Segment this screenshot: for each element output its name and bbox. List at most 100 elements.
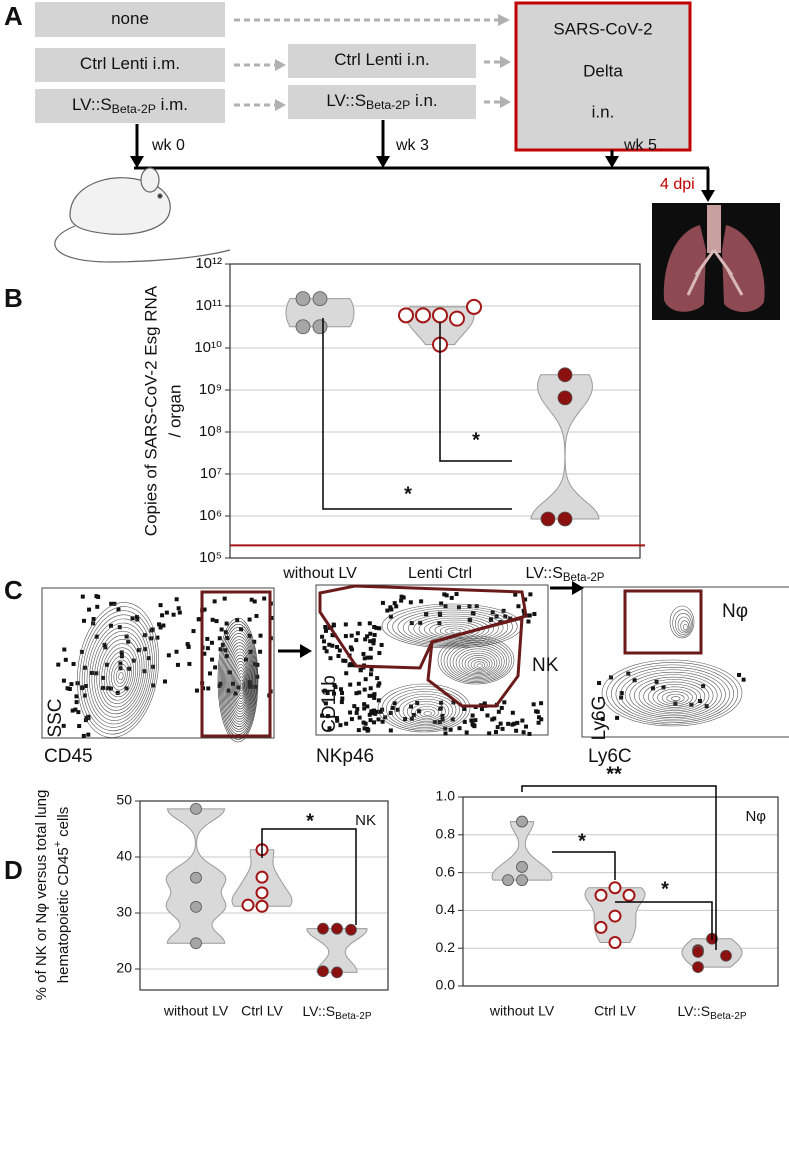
event-dot (334, 716, 339, 721)
event-dot (142, 669, 147, 674)
event-dot (109, 601, 114, 606)
event-dot (367, 621, 372, 626)
event-dot (79, 649, 84, 654)
event-dot (175, 662, 180, 667)
data-point (255, 886, 269, 900)
event-dot (340, 691, 345, 696)
data-point (312, 319, 328, 335)
significance-bracket (615, 901, 713, 940)
chart-title: NK (355, 812, 376, 829)
event-dot (531, 702, 536, 707)
y-axis-label: % of NK or Nφ versus total lung (33, 790, 50, 1001)
event-dot (380, 600, 385, 605)
event-dot (388, 614, 393, 619)
event-dot (341, 658, 346, 663)
event-dot (366, 655, 371, 660)
contour (450, 629, 462, 634)
event-dot (362, 656, 367, 661)
event-dot (191, 629, 196, 634)
event-dot (218, 681, 223, 686)
y-tick-label: 0.0 (436, 977, 456, 993)
event-dot (372, 632, 377, 637)
data-point (608, 909, 622, 923)
contour (610, 664, 735, 723)
event-dot (327, 726, 332, 731)
event-dot (368, 686, 373, 691)
event-dot (392, 701, 397, 706)
y-tick-label: 10⁶ (199, 507, 222, 524)
text-part: none (111, 9, 149, 28)
event-dot (377, 681, 382, 686)
event-dot (539, 717, 544, 722)
group-label: LV::SBeta-2P i.m. (72, 95, 188, 116)
event-dot (390, 705, 395, 710)
contour (81, 610, 155, 732)
event-dot (479, 707, 484, 712)
event-dot (217, 636, 222, 641)
event-dot (87, 607, 92, 612)
contour (423, 711, 432, 716)
text-part: Ctrl Lenti i.m. (80, 54, 180, 73)
plot-frame (229, 263, 641, 559)
x-tick-label: Lenti Ctrl (408, 565, 472, 582)
event-dot (356, 728, 361, 733)
event-dot (174, 597, 179, 602)
contour (108, 655, 132, 694)
arrow-head (376, 156, 390, 168)
arrow-head (275, 59, 286, 71)
event-dot (473, 718, 478, 723)
event-dot (411, 712, 416, 717)
event-dot (438, 706, 443, 711)
contour (411, 703, 443, 721)
event-dot (399, 594, 404, 599)
endpoint-label: 4 dpi (660, 176, 695, 193)
group-label: Ctrl Lenti i.n. (334, 50, 429, 69)
event-dot (368, 655, 373, 660)
event-dot (136, 648, 141, 653)
contour (476, 663, 483, 668)
event-dot (388, 605, 393, 610)
event-dot (536, 720, 541, 725)
group-box (35, 48, 225, 82)
arrow-head (130, 156, 144, 168)
lung-illustration (652, 203, 780, 320)
contour (671, 696, 681, 701)
text-part: LV::S (677, 1003, 710, 1019)
event-dot (164, 610, 169, 615)
y-tick-label: 1.0 (436, 788, 456, 804)
event-dot (124, 634, 129, 639)
event-dot (408, 600, 413, 605)
event-dot (330, 643, 335, 648)
event-dot (324, 649, 329, 654)
event-dot (320, 713, 325, 718)
event-dot (82, 665, 87, 670)
y-tick-label: 10⁸ (199, 423, 222, 440)
event-dot (119, 654, 124, 659)
data-point (720, 949, 732, 962)
contour (84, 614, 153, 728)
contour (236, 670, 246, 700)
plot-frame (462, 796, 779, 987)
x-tick-label: LV::SBeta-2P (677, 1003, 746, 1022)
contour (413, 615, 495, 642)
contour (96, 635, 143, 711)
mouse-eye (157, 193, 163, 199)
event-dot (362, 687, 367, 692)
event-dot (94, 634, 99, 639)
event-dot (362, 702, 367, 707)
data-point (331, 966, 343, 979)
event-dot (348, 662, 353, 667)
contour (657, 688, 693, 707)
event-dot (249, 597, 254, 602)
event-dot (383, 715, 388, 720)
event-dot (343, 634, 348, 639)
significance-label: * (306, 810, 314, 832)
arrow-head (605, 156, 619, 168)
event-dot (336, 653, 341, 658)
y-tick-label: 40 (116, 848, 132, 864)
contour (113, 663, 128, 687)
event-dot (143, 647, 148, 652)
text-part: LV::S (72, 95, 112, 114)
contour (443, 639, 510, 682)
